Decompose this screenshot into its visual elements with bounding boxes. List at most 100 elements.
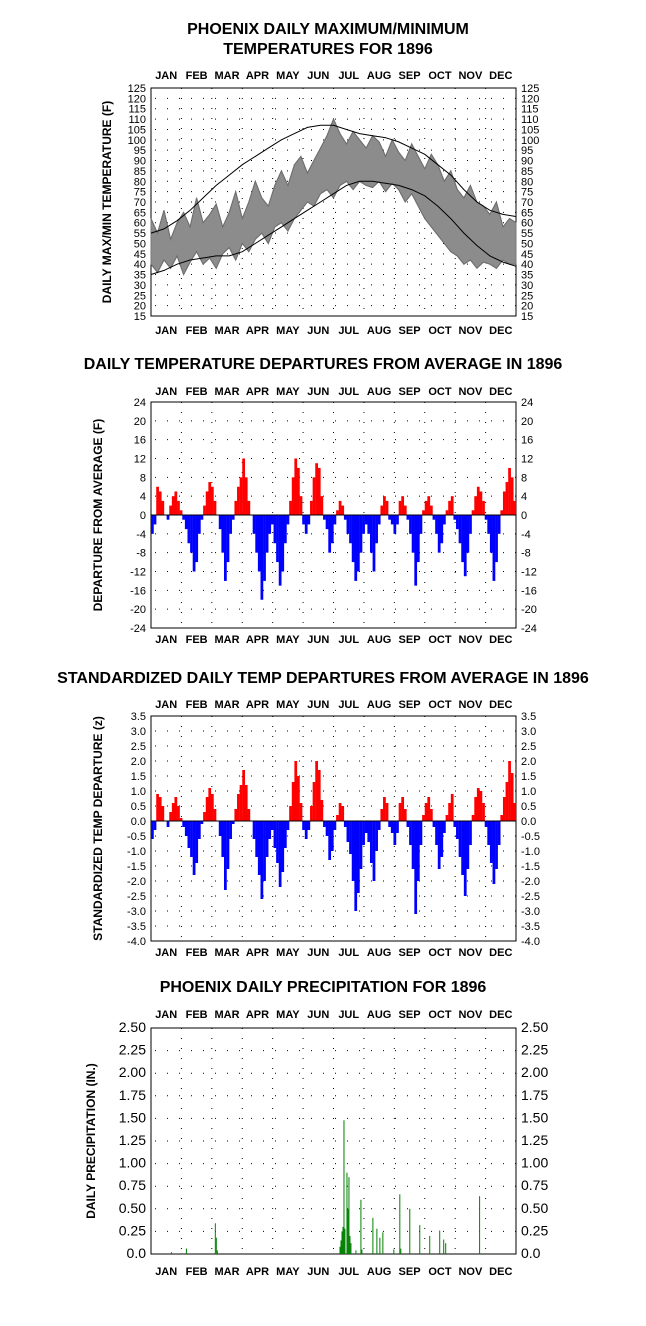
departure-bar-negative xyxy=(367,515,371,534)
departure-bar-negative xyxy=(354,821,358,911)
month-label-bottom: JUL xyxy=(338,1266,359,1278)
y-tick-label-left: 24 xyxy=(134,397,146,409)
departure-bar-negative xyxy=(461,821,465,875)
departure-bar-negative xyxy=(453,821,457,827)
departure-bar-negative xyxy=(411,821,415,869)
month-label-bottom: JAN xyxy=(155,947,177,959)
month-label-top: FEB xyxy=(186,386,208,398)
max-min-temperature-band xyxy=(150,117,517,276)
departure-bar-positive xyxy=(380,505,384,515)
month-label-top: DEC xyxy=(489,386,512,398)
y-tick-label-right: 1.25 xyxy=(521,1132,548,1148)
month-label-top: SEP xyxy=(399,70,421,82)
departure-bar-negative xyxy=(343,515,347,520)
month-label-bottom: NOV xyxy=(458,634,483,646)
departure-bar-negative xyxy=(359,515,363,553)
departure-bar-negative xyxy=(487,515,491,534)
departure-bar-negative xyxy=(416,821,420,881)
month-label-top: JUL xyxy=(338,1009,359,1021)
y-tick-label-left: 2.0 xyxy=(131,756,146,768)
y-tick-label-left: 85 xyxy=(134,166,146,178)
departure-bar-positive xyxy=(315,463,319,515)
y-tick-label-left: 2.50 xyxy=(119,1019,146,1035)
departure-bar-negative xyxy=(375,821,378,851)
departure-bar-positive xyxy=(476,788,480,821)
y-tick-label-right: 2.25 xyxy=(521,1042,548,1058)
y-tick-label-left: 1.75 xyxy=(119,1087,146,1103)
month-label-bottom: MAR xyxy=(215,634,240,646)
departure-bar-negative xyxy=(229,821,232,839)
y-tick-label-right: -4.0 xyxy=(521,936,540,948)
departure-bar-negative xyxy=(200,515,204,520)
month-label-top: SEP xyxy=(399,699,421,711)
month-label-top: OCT xyxy=(428,1009,452,1021)
departure-bar-negative xyxy=(351,515,355,563)
month-label-top: MAR xyxy=(215,70,240,82)
departure-bar-negative xyxy=(330,821,334,851)
departure-bar-negative xyxy=(307,821,311,830)
departure-bar-negative xyxy=(489,821,493,863)
departure-bar-negative xyxy=(323,515,326,520)
departure-bar-negative xyxy=(497,821,501,845)
month-label-top: AUG xyxy=(367,699,391,711)
departure-bar-negative xyxy=(323,821,326,827)
y-tick-label-right: 85 xyxy=(521,166,533,178)
departure-bar-negative xyxy=(466,515,470,553)
month-label-top: JUL xyxy=(338,699,359,711)
departure-bar-negative xyxy=(257,821,261,875)
month-label-bottom: JUL xyxy=(338,325,359,337)
departure-bar-positive xyxy=(448,500,451,516)
departure-bar-positive xyxy=(482,803,485,821)
departure-bar-positive xyxy=(513,500,517,516)
departure-bar-positive xyxy=(482,500,485,516)
month-label-bottom: AUG xyxy=(367,325,391,337)
departure-bar-negative xyxy=(265,821,269,857)
departure-bar-positive xyxy=(427,496,431,515)
month-label-bottom: SEP xyxy=(399,947,421,959)
month-label-bottom: NOV xyxy=(458,947,483,959)
departure-bar-negative xyxy=(153,515,157,525)
y-tick-label-left: 105 xyxy=(128,124,146,136)
departure-bar-positive xyxy=(234,500,238,516)
y-tick-label-right: -12 xyxy=(521,567,537,579)
departure-bar-negative xyxy=(487,821,491,845)
departure-bar-positive xyxy=(502,797,506,821)
y-tick-label-right: 55 xyxy=(521,228,533,240)
departure-bar-negative xyxy=(495,515,498,563)
month-label-bottom: MAY xyxy=(276,634,300,646)
y-tick-label-right: 0.0 xyxy=(521,1245,541,1261)
y-tick-label-left: 25 xyxy=(134,290,146,302)
y-tick-label-left: 3.5 xyxy=(131,711,146,723)
departure-bar-negative xyxy=(406,515,410,520)
departure-bar-positive xyxy=(203,505,206,515)
y-axis-label: STANDARDIZED TEMP DEPARTURE (z) xyxy=(91,716,105,941)
departure-bar-negative xyxy=(270,515,274,525)
departure-bar-positive xyxy=(422,815,425,821)
departure-bar-negative xyxy=(166,515,170,520)
y-tick-label-left: -3.5 xyxy=(127,921,146,933)
y-tick-label-left: 0.0 xyxy=(127,1245,147,1261)
departure-bar-negative xyxy=(151,515,154,534)
month-label-top: FEB xyxy=(186,699,208,711)
departure-bar-positive xyxy=(471,815,475,821)
month-label-bottom: JUN xyxy=(307,325,329,337)
month-label-top: APR xyxy=(246,699,269,711)
y-tick-label-left: -16 xyxy=(130,585,146,597)
month-label-bottom: OCT xyxy=(428,947,452,959)
month-label-bottom: SEP xyxy=(399,1266,421,1278)
departure-bar-positive xyxy=(242,770,246,821)
departure-bar-positive xyxy=(424,803,428,821)
departure-bar-positive xyxy=(294,458,298,515)
departure-bar-positive xyxy=(158,797,162,821)
departure-bar-negative xyxy=(278,515,282,586)
y-tick-label-right: 100 xyxy=(521,135,539,147)
departure-bar-negative xyxy=(263,821,266,881)
month-label-top: JAN xyxy=(155,70,177,82)
y-tick-label-right: 60 xyxy=(521,218,533,230)
departure-bar-negative xyxy=(461,515,465,563)
departure-bar-positive xyxy=(237,794,240,821)
departure-bar-negative xyxy=(367,821,371,842)
y-tick-label-right: -8 xyxy=(521,548,531,560)
y-tick-label-left: -12 xyxy=(130,567,146,579)
departure-bar-negative xyxy=(432,515,436,520)
